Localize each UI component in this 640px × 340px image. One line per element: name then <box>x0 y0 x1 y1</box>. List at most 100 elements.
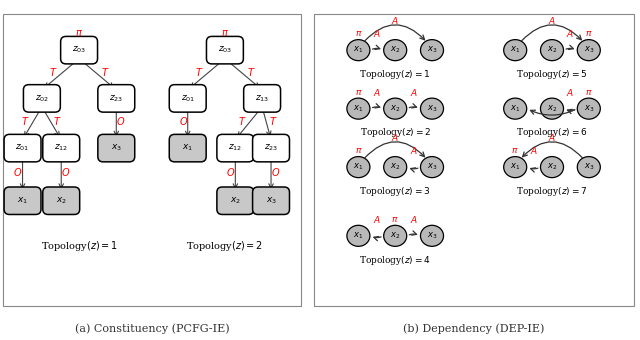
Text: $x_3$: $x_3$ <box>427 162 437 172</box>
Circle shape <box>384 98 407 119</box>
Text: $z_{01}$: $z_{01}$ <box>15 143 29 153</box>
FancyBboxPatch shape <box>207 36 243 64</box>
FancyBboxPatch shape <box>169 85 206 112</box>
FancyBboxPatch shape <box>253 187 289 215</box>
Circle shape <box>384 157 407 177</box>
Text: $x_2$: $x_2$ <box>547 103 557 114</box>
FancyBboxPatch shape <box>61 36 97 64</box>
Text: $T$: $T$ <box>238 115 246 127</box>
Text: $A$: $A$ <box>372 87 381 98</box>
Text: $x_3$: $x_3$ <box>584 45 594 55</box>
Text: $x_1$: $x_1$ <box>353 231 364 241</box>
Text: $T$: $T$ <box>21 115 30 127</box>
Text: Topology$(z) = 4$: Topology$(z) = 4$ <box>359 254 431 267</box>
Text: $O$: $O$ <box>116 115 125 127</box>
Text: $x_2$: $x_2$ <box>390 231 401 241</box>
Text: $T$: $T$ <box>49 66 58 78</box>
Circle shape <box>347 157 370 177</box>
Text: $\pi$: $\pi$ <box>355 29 362 38</box>
Circle shape <box>577 98 600 119</box>
Circle shape <box>540 40 564 61</box>
Text: (b) Dependency (DEP-IE): (b) Dependency (DEP-IE) <box>403 324 544 334</box>
Text: Topology$(z) = 1$: Topology$(z) = 1$ <box>40 239 118 253</box>
FancyBboxPatch shape <box>98 134 135 162</box>
Text: Topology$(z) = 2$: Topology$(z) = 2$ <box>360 126 431 139</box>
Text: $x_1$: $x_1$ <box>510 103 520 114</box>
Text: $x_1$: $x_1$ <box>510 45 520 55</box>
Circle shape <box>577 40 600 61</box>
Text: $T$: $T$ <box>101 66 109 78</box>
Text: $x_2$: $x_2$ <box>230 195 241 206</box>
Text: $T$: $T$ <box>195 66 203 78</box>
Text: $\pi$: $\pi$ <box>511 146 519 155</box>
Text: $x_3$: $x_3$ <box>584 162 594 172</box>
Text: Topology$(z) = 6$: Topology$(z) = 6$ <box>516 126 588 139</box>
Text: $\pi$: $\pi$ <box>392 215 399 224</box>
FancyBboxPatch shape <box>217 134 254 162</box>
Text: $z_{02}$: $z_{02}$ <box>35 93 49 104</box>
Text: $A$: $A$ <box>548 15 556 26</box>
Text: $x_1$: $x_1$ <box>17 195 28 206</box>
Text: $\pi$: $\pi$ <box>355 88 362 97</box>
Text: $A$: $A$ <box>372 214 381 225</box>
Text: $z_{03}$: $z_{03}$ <box>72 45 86 55</box>
Text: $z_{12}$: $z_{12}$ <box>228 143 243 153</box>
Text: $T$: $T$ <box>269 115 277 127</box>
Text: $x_2$: $x_2$ <box>390 103 401 114</box>
Text: $x_2$: $x_2$ <box>390 45 401 55</box>
FancyBboxPatch shape <box>43 134 80 162</box>
FancyBboxPatch shape <box>217 187 254 215</box>
Text: $O$: $O$ <box>271 166 280 178</box>
Text: Topology$(z) = 7$: Topology$(z) = 7$ <box>516 185 588 198</box>
Text: $x_3$: $x_3$ <box>584 103 594 114</box>
Text: $z_{13}$: $z_{13}$ <box>255 93 269 104</box>
Text: Topology$(z) = 5$: Topology$(z) = 5$ <box>516 68 588 81</box>
Text: $x_1$: $x_1$ <box>510 162 520 172</box>
FancyBboxPatch shape <box>244 85 280 112</box>
Text: Topology$(z) = 1$: Topology$(z) = 1$ <box>360 68 431 81</box>
Text: $x_3$: $x_3$ <box>427 45 437 55</box>
Text: $O$: $O$ <box>179 115 188 127</box>
Circle shape <box>420 98 444 119</box>
Text: $x_3$: $x_3$ <box>266 195 276 206</box>
Text: $z_{23}$: $z_{23}$ <box>109 93 124 104</box>
Text: $x_1$: $x_1$ <box>353 45 364 55</box>
Text: $z_{12}$: $z_{12}$ <box>54 143 68 153</box>
FancyBboxPatch shape <box>314 14 634 306</box>
FancyBboxPatch shape <box>43 187 80 215</box>
FancyBboxPatch shape <box>3 14 301 306</box>
Circle shape <box>420 40 444 61</box>
Text: $x_1$: $x_1$ <box>182 143 193 153</box>
Text: $x_1$: $x_1$ <box>353 103 364 114</box>
Text: Topology$(z) = 2$: Topology$(z) = 2$ <box>186 239 264 253</box>
FancyBboxPatch shape <box>4 134 41 162</box>
Text: $x_3$: $x_3$ <box>111 143 122 153</box>
FancyBboxPatch shape <box>253 134 289 162</box>
Circle shape <box>384 225 407 246</box>
Circle shape <box>347 40 370 61</box>
Text: $x_2$: $x_2$ <box>56 195 67 206</box>
Text: $z_{23}$: $z_{23}$ <box>264 143 278 153</box>
Text: $O$: $O$ <box>13 166 23 178</box>
Text: $\pi$: $\pi$ <box>585 29 593 38</box>
Circle shape <box>347 98 370 119</box>
Circle shape <box>504 157 527 177</box>
FancyBboxPatch shape <box>98 85 135 112</box>
Circle shape <box>347 225 370 246</box>
Text: $\pi$: $\pi$ <box>355 146 362 155</box>
Text: $\pi$: $\pi$ <box>585 88 593 97</box>
Text: $A$: $A$ <box>566 28 575 39</box>
Circle shape <box>420 225 444 246</box>
Text: $A$: $A$ <box>410 214 418 225</box>
Text: $A$: $A$ <box>566 87 575 98</box>
Circle shape <box>384 40 407 61</box>
Text: $z_{03}$: $z_{03}$ <box>218 45 232 55</box>
Circle shape <box>540 157 564 177</box>
Text: $A$: $A$ <box>372 28 381 39</box>
Text: $\pi$: $\pi$ <box>75 29 83 38</box>
Text: $O$: $O$ <box>61 166 70 178</box>
Circle shape <box>504 40 527 61</box>
Text: $x_3$: $x_3$ <box>427 103 437 114</box>
Text: $A$: $A$ <box>529 145 538 156</box>
Text: $x_1$: $x_1$ <box>353 162 364 172</box>
